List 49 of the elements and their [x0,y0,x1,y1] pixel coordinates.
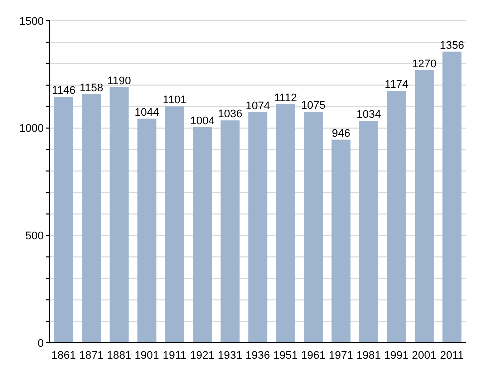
x-tick-label: 1921 [190,350,215,362]
bar [387,90,406,343]
data-label: 946 [332,128,350,140]
y-tick-label: 1000 [20,123,44,136]
data-label: 1190 [108,76,132,88]
data-label: 1158 [80,82,104,94]
x-tick-label: 1971 [328,350,354,362]
x-tick-label: 1981 [356,350,382,362]
y-tick-label: 500 [26,230,44,243]
bar [276,104,296,343]
x-tick-label: 1936 [246,350,270,362]
y-tick-label: 1500 [20,16,44,28]
y-tick-label: 0 [38,338,44,350]
x-tick-label: 2011 [440,350,464,362]
bar [414,70,434,343]
bar [332,140,351,343]
x-tick-label: 1861 [52,350,76,362]
bar [82,94,102,343]
data-label: 1112 [274,92,298,104]
data-label: 1356 [440,40,464,52]
x-tick-label: 1961 [301,350,326,362]
data-label: 1101 [163,94,187,107]
x-tick-label: 1951 [273,350,298,362]
x-tick-label: 1871 [79,350,104,362]
x-tick-label: 2001 [412,350,437,362]
x-tick-label: 1931 [218,350,243,362]
x-tick-label: 1881 [107,350,132,362]
bar [248,112,268,343]
bar [220,120,240,343]
bar [304,112,324,343]
x-tick-label: 1991 [384,350,409,362]
data-label: 1036 [218,108,243,121]
data-label: 1270 [412,58,437,70]
data-label: 1034 [356,109,382,122]
bar [360,121,379,343]
x-tick-label: 1901 [134,350,160,362]
data-label: 1075 [301,100,326,112]
data-label: 1004 [190,115,215,128]
data-label: 1146 [52,84,76,97]
x-tick-label: 1911 [162,350,187,362]
bar [165,106,184,343]
data-label: 1044 [134,106,160,119]
bar [110,88,129,343]
bar [138,118,157,343]
data-label: 1174 [384,78,409,91]
bar [54,96,74,343]
bar [442,52,462,343]
data-label: 1074 [246,100,270,112]
bar [193,127,212,343]
